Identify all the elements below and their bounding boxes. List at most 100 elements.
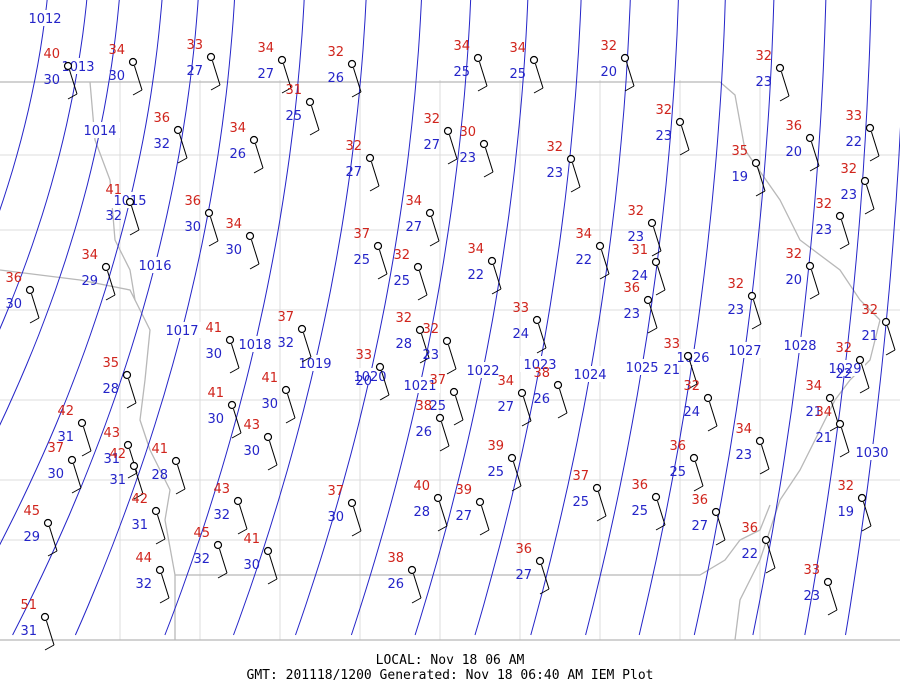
wind-barb xyxy=(477,85,488,92)
isobar-label-bg xyxy=(162,322,202,338)
dewpoint: 29 xyxy=(23,530,40,545)
station-circle xyxy=(751,158,761,168)
station: 33 20 xyxy=(355,348,390,401)
wind-barb xyxy=(521,420,532,427)
isobar-label-bg xyxy=(235,336,275,352)
wind-barb xyxy=(301,356,312,363)
wind-staff xyxy=(439,501,448,527)
temperature: 41 xyxy=(205,321,222,336)
temperature: 41 xyxy=(243,532,260,547)
dewpoint: 30 xyxy=(207,412,224,427)
dewpoint: 25 xyxy=(487,465,504,480)
station: 43 32 xyxy=(213,482,248,535)
station-circle xyxy=(347,59,357,69)
wind-barb xyxy=(765,567,776,574)
wind-barb xyxy=(155,538,166,545)
dewpoint: 30 xyxy=(205,347,222,362)
temperature: 32 xyxy=(600,39,617,54)
station: 42 31 xyxy=(57,404,92,457)
wind-staff xyxy=(649,303,658,329)
station: 36 30 xyxy=(5,271,40,324)
dewpoint: 27 xyxy=(186,64,203,79)
temperature: 34 xyxy=(405,194,422,209)
isobar-label-bg xyxy=(520,356,560,372)
temperature: 32 xyxy=(655,103,672,118)
dewpoint: 23 xyxy=(546,166,563,181)
wind-barb xyxy=(839,243,850,250)
wind-barb xyxy=(479,529,490,536)
wind-barb xyxy=(647,327,658,334)
temperature: 34 xyxy=(467,242,484,257)
station-circle xyxy=(747,291,757,301)
wind-barb xyxy=(679,149,690,156)
dewpoint: 27 xyxy=(345,165,362,180)
dewpoint: 30 xyxy=(261,397,278,412)
station-circle xyxy=(129,461,139,471)
wind-staff xyxy=(709,401,718,427)
station: 34 21 xyxy=(815,405,850,458)
station-circle xyxy=(277,55,287,65)
dewpoint: 30 xyxy=(47,467,64,482)
isobar-line xyxy=(350,0,472,636)
dewpoint: 28 xyxy=(151,468,168,483)
dewpoint: 32 xyxy=(135,577,152,592)
isobar-label-bg xyxy=(295,355,335,371)
station: 31 25 xyxy=(285,83,320,136)
dewpoint: 25 xyxy=(353,253,370,268)
gmt-time: GMT: 201118/1200 Generated: Nov 18 06:40… xyxy=(247,668,654,683)
station-circle xyxy=(123,440,133,450)
wind-barb xyxy=(715,539,726,546)
dewpoint: 21 xyxy=(663,363,680,378)
station: 34 27 xyxy=(497,374,532,427)
station: 37 30 xyxy=(327,484,362,537)
temperature: 32 xyxy=(345,139,362,154)
wind-staff xyxy=(657,265,666,291)
temperature: 32 xyxy=(627,204,644,219)
stations: 4030343033273427322634253425322032233125… xyxy=(5,38,896,651)
dewpoint: 22 xyxy=(467,268,484,283)
dewpoint: 23 xyxy=(655,129,672,144)
dewpoint: 28 xyxy=(395,337,412,352)
wind-staff xyxy=(541,564,550,590)
wind-barb xyxy=(859,387,870,394)
station: 33 21 xyxy=(663,337,698,390)
isobars: 1012101310141015101610171018101910201021… xyxy=(0,0,900,636)
wind-barb xyxy=(599,273,610,280)
temperature: 42 xyxy=(109,447,126,462)
wind-barb xyxy=(557,412,568,419)
dewpoint: 25 xyxy=(285,109,302,124)
wind-barb xyxy=(267,464,278,471)
station: 33 23 xyxy=(803,563,838,616)
station-circle xyxy=(835,419,845,429)
station-circle xyxy=(823,577,833,587)
wind-staff xyxy=(559,388,568,414)
station-circle xyxy=(683,351,693,361)
isobar-line xyxy=(804,0,872,636)
station-circle xyxy=(479,139,489,149)
station: 36 25 xyxy=(669,439,704,492)
temperature: 41 xyxy=(105,183,122,198)
wind-staff xyxy=(73,463,82,489)
wind-barb xyxy=(369,185,380,192)
station: 36 27 xyxy=(691,493,726,546)
dewpoint: 21 xyxy=(815,431,832,446)
station: 41 30 xyxy=(207,386,242,439)
station: 35 19 xyxy=(731,144,766,197)
dewpoint: 20 xyxy=(785,145,802,160)
temperature: 34 xyxy=(815,405,832,420)
wind-barb xyxy=(81,450,92,457)
temperature: 37 xyxy=(47,441,64,456)
dewpoint: 30 xyxy=(243,558,260,573)
wind-barb xyxy=(44,644,55,651)
wind-staff xyxy=(481,505,490,531)
dewpoint: 23 xyxy=(735,448,752,463)
station: 32 23 xyxy=(655,103,690,156)
wind-barb xyxy=(249,263,260,270)
isobar-label: 1014 xyxy=(83,124,116,139)
isobar-line xyxy=(164,0,305,636)
station-circle xyxy=(305,97,315,107)
wind-staff xyxy=(689,359,698,385)
wind-barb xyxy=(71,487,82,494)
wind-barb xyxy=(379,394,390,401)
